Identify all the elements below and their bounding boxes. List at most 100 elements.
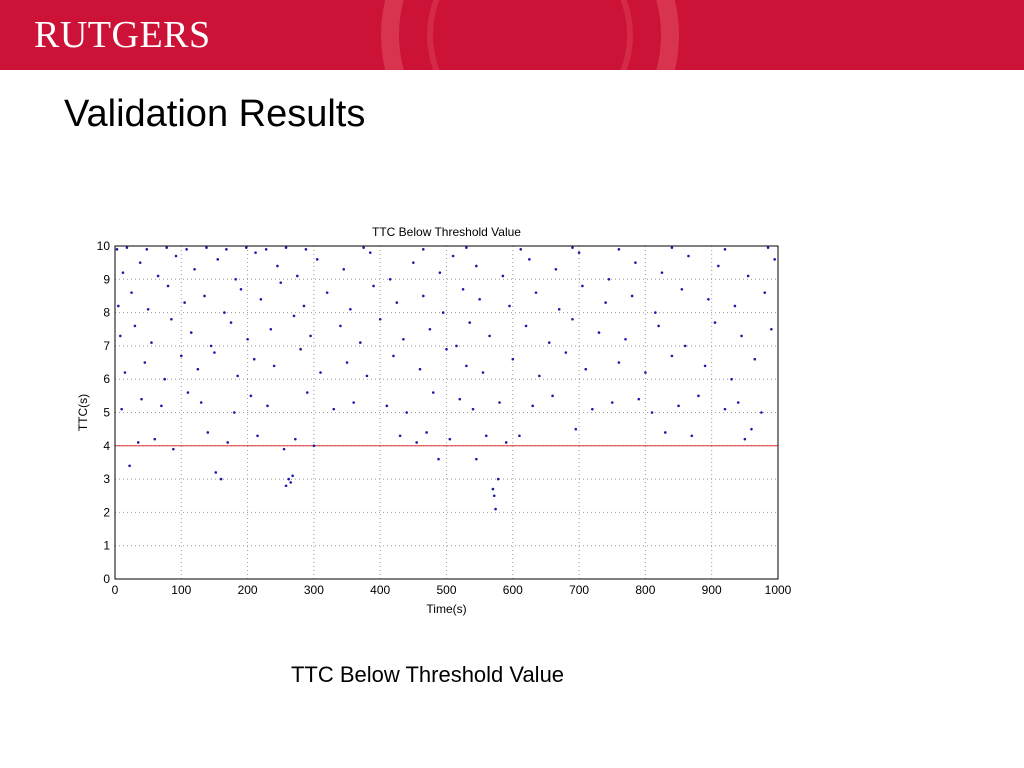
data-point	[272, 364, 276, 368]
data-point	[610, 401, 614, 404]
data-point	[478, 297, 481, 301]
data-point	[236, 374, 239, 378]
figure-caption: TTC Below Threshold Value	[290, 662, 565, 687]
data-point	[773, 258, 776, 261]
data-point	[315, 258, 319, 261]
data-point	[302, 304, 306, 308]
data-point	[125, 246, 129, 249]
y-tick-label: 7	[103, 339, 110, 353]
x-tick-label: 500	[436, 583, 456, 597]
data-point	[153, 437, 157, 441]
data-point	[670, 246, 674, 249]
data-point	[249, 394, 253, 398]
data-point	[378, 317, 382, 321]
chart-title: TTC Below Threshold Value	[372, 225, 521, 239]
data-point	[193, 268, 196, 271]
data-point	[617, 361, 621, 364]
data-point	[246, 337, 249, 341]
data-point	[730, 377, 733, 381]
data-point	[660, 271, 664, 274]
data-point	[663, 431, 667, 434]
data-point	[284, 246, 288, 249]
data-point	[481, 371, 485, 374]
data-point	[206, 431, 210, 434]
data-point	[475, 457, 478, 461]
data-point	[743, 437, 747, 441]
data-point	[133, 324, 137, 328]
data-point	[150, 341, 153, 344]
data-point	[123, 371, 127, 374]
data-point	[136, 441, 140, 444]
data-point	[753, 357, 757, 361]
x-axis-label: Time(s)	[426, 602, 466, 616]
y-tick-label: 4	[103, 439, 110, 453]
data-point	[205, 246, 208, 249]
data-point	[395, 301, 399, 304]
data-point	[415, 441, 418, 444]
data-point	[342, 268, 346, 271]
data-point	[421, 248, 425, 251]
slide-title: Validation Results	[64, 93, 366, 135]
data-point	[468, 321, 472, 324]
data-point	[597, 331, 601, 334]
x-tick-label: 400	[370, 583, 390, 597]
data-point	[736, 401, 740, 404]
data-point	[138, 261, 142, 264]
data-point	[571, 246, 574, 249]
x-tick-label: 200	[238, 583, 258, 597]
data-point	[584, 367, 588, 371]
data-point	[458, 397, 462, 401]
data-point	[216, 258, 220, 261]
y-tick-label: 6	[103, 372, 110, 386]
data-point	[538, 374, 541, 378]
data-point	[496, 477, 500, 481]
data-point	[196, 367, 200, 371]
data-point	[291, 474, 294, 478]
data-point	[488, 334, 491, 338]
data-point	[654, 311, 657, 314]
data-point	[119, 334, 122, 338]
y-tick-label: 3	[103, 472, 110, 486]
data-point	[287, 477, 291, 481]
data-point	[441, 311, 445, 314]
data-point	[117, 304, 120, 308]
data-point	[717, 264, 720, 268]
data-point	[225, 248, 228, 251]
data-point	[398, 434, 402, 438]
data-point	[746, 274, 750, 278]
data-point	[319, 371, 322, 374]
data-point	[448, 437, 452, 441]
data-point	[203, 294, 206, 298]
data-point	[219, 477, 223, 481]
data-point	[362, 246, 365, 249]
data-point	[687, 254, 690, 258]
data-point	[339, 324, 342, 328]
data-point	[140, 397, 143, 401]
x-tick-label: 300	[304, 583, 324, 597]
data-point	[465, 246, 468, 249]
data-point	[120, 407, 123, 411]
data-point	[294, 437, 297, 441]
x-tick-label: 900	[702, 583, 722, 597]
y-axis-label: TTC(s)	[76, 394, 90, 431]
data-point	[604, 301, 607, 304]
data-point	[145, 248, 149, 251]
x-tick-label: 600	[503, 583, 523, 597]
data-point	[244, 246, 248, 249]
data-point	[166, 284, 170, 288]
data-point	[156, 274, 160, 278]
data-point	[740, 334, 743, 338]
data-point	[475, 264, 478, 268]
data-point	[723, 407, 727, 411]
data-point	[254, 251, 257, 254]
data-point	[504, 441, 508, 444]
data-point	[763, 291, 767, 294]
data-point	[501, 274, 505, 278]
data-point	[677, 404, 680, 408]
data-point	[508, 304, 511, 308]
data-point	[574, 427, 578, 431]
data-point	[630, 294, 634, 298]
data-point	[465, 364, 468, 368]
data-point	[634, 261, 637, 264]
data-point	[683, 344, 687, 348]
